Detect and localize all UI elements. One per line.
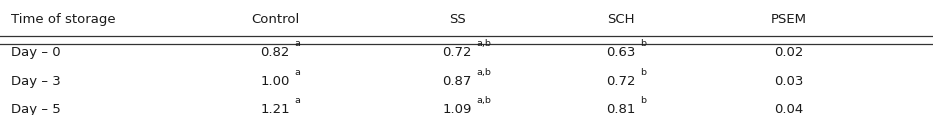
Text: 1.00: 1.00 bbox=[260, 74, 290, 87]
Text: Control: Control bbox=[251, 13, 299, 26]
Text: 1.09: 1.09 bbox=[442, 102, 472, 115]
Text: a,b: a,b bbox=[477, 39, 492, 48]
Text: PSEM: PSEM bbox=[771, 13, 806, 26]
Text: 1.21: 1.21 bbox=[260, 102, 290, 115]
Text: SS: SS bbox=[449, 13, 466, 26]
Text: a,b: a,b bbox=[477, 68, 492, 77]
Text: b: b bbox=[640, 68, 646, 77]
Text: 0.81: 0.81 bbox=[606, 102, 635, 115]
Text: Day – 0: Day – 0 bbox=[11, 45, 61, 58]
Text: a: a bbox=[295, 39, 300, 48]
Text: Time of storage: Time of storage bbox=[11, 13, 116, 26]
Text: 0.72: 0.72 bbox=[606, 74, 635, 87]
Text: 0.87: 0.87 bbox=[442, 74, 472, 87]
Text: Day – 3: Day – 3 bbox=[11, 74, 61, 87]
Text: a: a bbox=[295, 95, 300, 104]
Text: b: b bbox=[640, 39, 646, 48]
Text: a: a bbox=[295, 68, 300, 77]
Text: 0.03: 0.03 bbox=[773, 74, 803, 87]
Text: b: b bbox=[640, 95, 646, 104]
Text: 0.63: 0.63 bbox=[606, 45, 635, 58]
Text: Day – 5: Day – 5 bbox=[11, 102, 61, 115]
Text: 0.82: 0.82 bbox=[260, 45, 290, 58]
Text: a,b: a,b bbox=[477, 95, 492, 104]
Text: SCH: SCH bbox=[606, 13, 634, 26]
Text: 0.72: 0.72 bbox=[442, 45, 472, 58]
Text: 0.04: 0.04 bbox=[773, 102, 803, 115]
Text: 0.02: 0.02 bbox=[773, 45, 803, 58]
